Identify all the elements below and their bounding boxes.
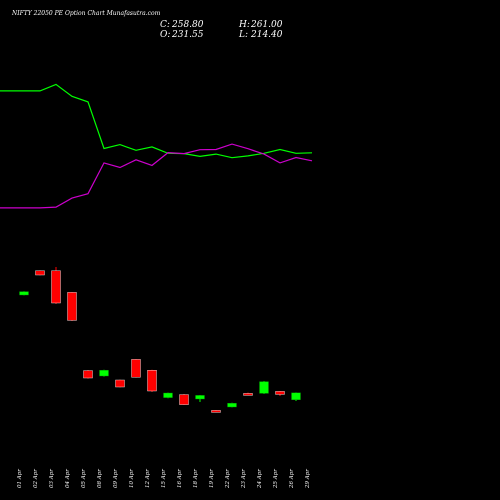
candle-23-apr xyxy=(243,392,253,396)
high-value: 261.00 xyxy=(250,20,283,30)
candle-body xyxy=(243,393,253,396)
candle-10-apr xyxy=(131,359,141,378)
candle-body xyxy=(275,391,285,395)
x-tick-label: 18 Apr xyxy=(193,469,199,488)
candle-body xyxy=(83,370,93,379)
x-axis-ticks: 01 Apr 02 Apr 03 Apr 04 Apr 05 Apr 08 Apr 09 A… xyxy=(17,469,311,489)
indicator-line-2 xyxy=(0,143,313,209)
candle-body xyxy=(259,381,269,394)
candle-25-apr xyxy=(275,391,285,396)
candle-16-apr xyxy=(179,394,189,405)
candle-body xyxy=(51,270,61,304)
candle-body xyxy=(227,403,237,408)
candle-18-apr xyxy=(195,395,205,402)
x-tick-label: 01 Apr xyxy=(17,469,23,488)
x-tick-label: 10 Apr xyxy=(129,469,135,488)
candle-body xyxy=(147,370,157,392)
x-tick-label: 29 Apr xyxy=(305,469,311,489)
candle-24-apr xyxy=(259,381,269,394)
x-tick-label: 24 Apr xyxy=(257,469,263,489)
candle-body xyxy=(195,395,205,400)
high-label: H: xyxy=(238,20,250,30)
candle-04-apr xyxy=(67,292,77,321)
open-value: 231.55 xyxy=(171,30,204,40)
x-tick-label: 09 Apr xyxy=(113,469,119,488)
x-tick-label: 03 Apr xyxy=(49,469,55,488)
candle-body xyxy=(99,370,109,377)
x-tick-label: 08 Apr xyxy=(97,469,103,488)
low-value: 214.40 xyxy=(250,30,283,40)
x-tick-label: 16 Apr xyxy=(177,469,183,488)
candle-03-apr xyxy=(51,267,61,304)
x-tick-label: 23 Apr xyxy=(241,469,247,489)
candle-09-apr xyxy=(115,379,125,388)
candle-body xyxy=(163,392,173,398)
x-tick-label: 12 Apr xyxy=(145,469,151,488)
candle-body xyxy=(35,270,45,276)
x-tick-label: 15 Apr xyxy=(161,469,167,488)
x-tick-label: 19 Apr xyxy=(209,469,215,488)
candle-body xyxy=(179,394,189,405)
candle-body xyxy=(211,410,221,413)
candle-body xyxy=(19,291,29,296)
low-label: L: xyxy=(238,30,248,40)
x-tick-label: 02 Apr xyxy=(33,469,39,488)
candle-body xyxy=(67,292,77,321)
candles xyxy=(19,267,301,413)
candle-05-apr xyxy=(83,370,93,379)
x-tick-label: 26 Apr xyxy=(289,469,295,489)
x-tick-label: 25 Apr xyxy=(273,469,279,489)
close-label: C: xyxy=(160,20,170,30)
x-tick-label: 04 Apr xyxy=(65,469,71,488)
candle-08-apr xyxy=(99,369,109,377)
candle-26-apr xyxy=(291,392,301,401)
candle-22-apr xyxy=(227,402,237,408)
open-label: O: xyxy=(160,30,170,40)
candle-15-apr xyxy=(163,392,173,399)
ohlc-readout: C: 258.80 H: 261.00 O: 231.55 L: 214.40 xyxy=(160,20,283,40)
chart-title: NIFTY 22050 PE Option Chart Munafasutra.… xyxy=(11,10,161,17)
candle-body xyxy=(115,379,125,388)
candle-body xyxy=(131,359,141,378)
indicator-lines xyxy=(0,83,313,209)
candle-19-apr xyxy=(211,410,221,413)
candle-02-apr xyxy=(35,270,45,276)
candle-12-apr xyxy=(147,369,157,392)
x-tick-label: 22 Apr xyxy=(225,469,231,489)
x-tick-label: 05 Apr xyxy=(81,469,87,488)
close-value: 258.80 xyxy=(171,20,204,30)
candle-body xyxy=(291,392,301,400)
candle-01-apr xyxy=(19,291,29,296)
